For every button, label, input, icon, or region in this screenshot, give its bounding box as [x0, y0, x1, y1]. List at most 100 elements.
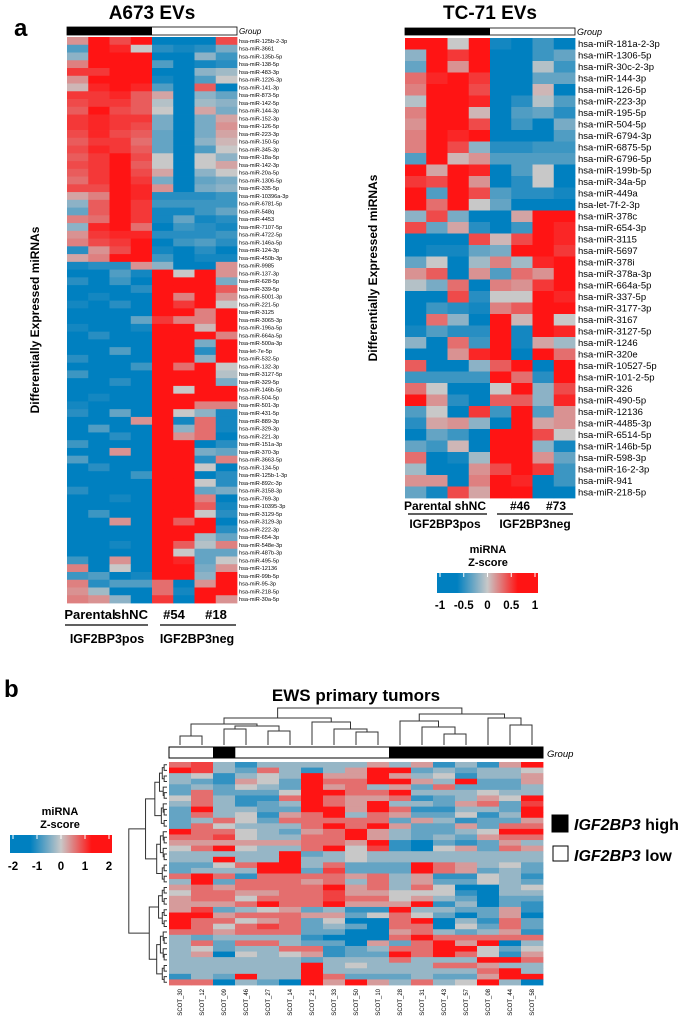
- heatmap-cell: [215, 91, 238, 100]
- heatmap-cell: [345, 823, 368, 830]
- heatmap-cell: [173, 130, 195, 139]
- heatmap-cell: [511, 245, 533, 257]
- heatmap-cell: [553, 452, 576, 464]
- row-label: hsa-miR-135b-5p: [239, 54, 282, 60]
- heatmap-cell: [213, 789, 236, 796]
- heatmap-cell: [235, 801, 258, 807]
- heatmap-cell: [411, 784, 434, 791]
- heatmap-cell: [323, 979, 346, 986]
- heatmap-cell: [130, 145, 153, 154]
- heatmap-cell: [323, 879, 346, 886]
- tc71-sample-73: #73: [546, 499, 566, 513]
- heatmap-cell: [213, 879, 236, 886]
- heatmap-cell: [109, 556, 132, 565]
- heatmap-cell: [511, 164, 533, 177]
- heatmap-cell: [235, 828, 258, 835]
- heatmap-cell: [213, 801, 236, 807]
- heatmap-cell: [477, 973, 500, 980]
- heatmap-cell: [477, 951, 500, 958]
- heatmap-cell: [194, 230, 217, 239]
- heatmap-cell: [389, 895, 412, 902]
- heatmap-cell: [389, 828, 412, 835]
- heatmap-cell: [367, 767, 390, 774]
- heatmap-cell: [257, 895, 280, 902]
- heatmap-cell: [173, 548, 195, 557]
- heatmap-cell: [173, 378, 195, 387]
- heatmap-cell: [194, 494, 217, 503]
- heatmap-cell: [235, 784, 258, 791]
- heatmap-cell: [194, 238, 217, 247]
- heatmap-cell: [345, 962, 368, 969]
- heatmap-cell: [447, 383, 470, 395]
- heatmap-cell: [67, 285, 89, 294]
- heatmap-cell: [194, 145, 217, 154]
- heatmap-cell: [447, 256, 470, 269]
- heatmap-cell: [257, 906, 280, 913]
- heatmap-cell: [257, 962, 280, 969]
- legend-high-swatch: [551, 814, 569, 833]
- heatmap-cell: [191, 773, 214, 780]
- heatmap-cell: [215, 347, 238, 356]
- row-label: hsa-let-7f-2-3p: [578, 200, 640, 211]
- heatmap-cell: [215, 277, 238, 286]
- heatmap-cell: [88, 533, 110, 542]
- heatmap-cell: [447, 222, 470, 234]
- heatmap-cell: [169, 951, 192, 958]
- heatmap-cell: [173, 463, 195, 472]
- heatmap-cell: [405, 325, 427, 338]
- heatmap-cell: [345, 862, 368, 869]
- heatmap-cell: [213, 862, 236, 869]
- heatmap-cell: [173, 44, 195, 53]
- heatmap-cell: [235, 767, 258, 774]
- heatmap-cell: [532, 199, 555, 211]
- heatmap-cell: [490, 95, 512, 108]
- heatmap-cell: [411, 951, 434, 958]
- heatmap-cell: [194, 478, 217, 488]
- heatmap-cell: [173, 525, 195, 534]
- heatmap-cell: [257, 823, 280, 830]
- heatmap-cell: [152, 556, 174, 565]
- heatmap-cell: [194, 68, 217, 77]
- heatmap-cell: [426, 302, 448, 315]
- heatmap-cell: [88, 52, 110, 61]
- row-label: hsa-miR-500a-3p: [239, 341, 282, 347]
- heatmap-cell: [499, 890, 522, 897]
- heatmap-cell: [235, 973, 258, 980]
- heatmap-cell: [405, 417, 427, 430]
- heatmap-cell: [235, 856, 258, 863]
- row-label: hsa-miR-142-5p: [239, 101, 279, 107]
- heatmap-cell: [173, 486, 195, 495]
- heatmap-cell: [194, 184, 217, 193]
- heatmap-cell: [367, 940, 390, 947]
- dendrogram-branch: [163, 775, 167, 783]
- colorbar-tick-label: 1: [82, 861, 89, 873]
- heatmap-cell: [426, 61, 448, 73]
- heatmap-cell: [499, 979, 522, 986]
- heatmap-cell: [345, 940, 368, 947]
- heatmap-cell: [279, 778, 302, 785]
- row-label: hsa-miR-5697: [578, 246, 638, 257]
- heatmap-cell: [411, 856, 434, 863]
- heatmap-cell: [553, 383, 576, 395]
- heatmap-cell: [490, 486, 512, 499]
- heatmap-cell: [405, 314, 427, 326]
- heatmap-cell: [447, 440, 470, 453]
- heatmap-cell: [257, 901, 280, 908]
- heatmap-cell: [499, 795, 522, 802]
- heatmap-cell: [468, 233, 491, 246]
- heatmap-cell: [235, 840, 258, 847]
- heatmap-cell: [152, 223, 174, 232]
- heatmap-cell: [447, 84, 470, 96]
- heatmap-cell: [426, 394, 448, 407]
- heatmap-cell: [323, 890, 346, 897]
- heatmap-cell: [257, 951, 280, 958]
- heatmap-cell: [173, 91, 195, 100]
- heatmap-cell: [323, 962, 346, 969]
- heatmap-cell: [499, 762, 522, 768]
- heatmap-cell: [279, 862, 302, 869]
- heatmap-cell: [521, 767, 544, 774]
- heatmap-cell: [152, 161, 174, 170]
- dendrogram-branch: [156, 843, 163, 874]
- heatmap-cell: [109, 595, 132, 604]
